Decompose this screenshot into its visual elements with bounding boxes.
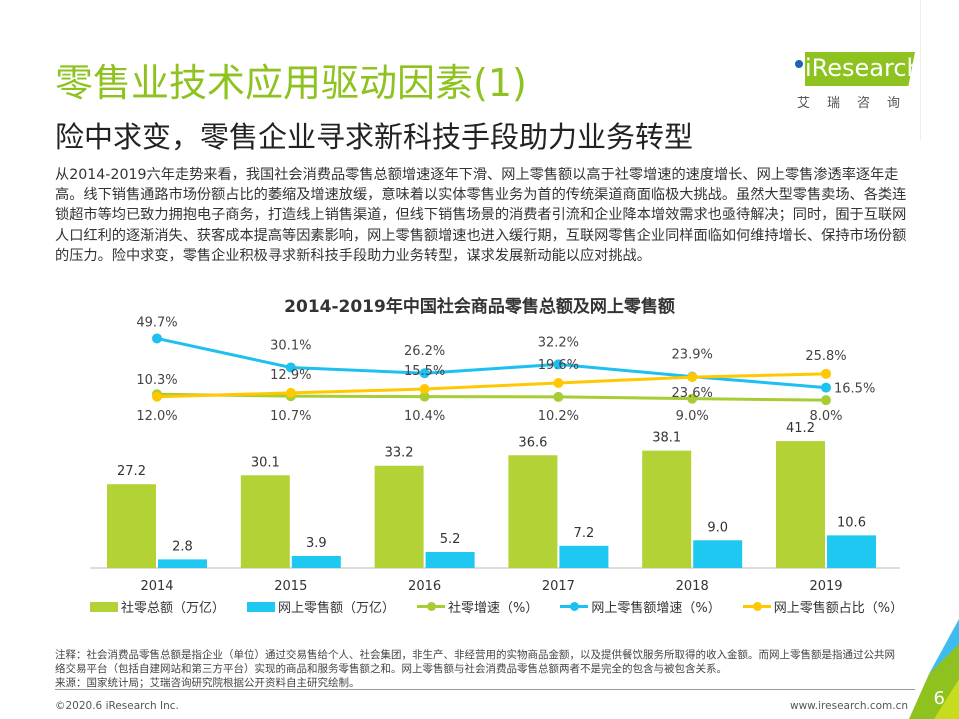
corner-decoration [909,619,959,719]
line-series [156,392,827,402]
bar-online [425,551,475,568]
legend-swatch [560,602,589,611]
footnote: 注释：社会消费品零售总额是指企业（单位）通过交易售给个人、社会集团，非生产、非经… [55,648,900,690]
bar-data-label: 30.1 [251,455,280,470]
line-data-label: 19.6% [538,358,579,373]
legend-swatch [247,601,276,612]
bar-data-label: 10.6 [837,515,866,530]
bar-total [374,465,424,568]
legend-label: 网上零售额增速（%） [591,601,721,616]
bar-data-label: 9.0 [707,520,728,535]
note-text: 注释：社会消费品零售总额是指企业（单位）通过交易售给个人、社会集团，非生产、非经… [55,649,895,675]
line-data-label: 10.2% [538,409,579,424]
logo-text: iResearch [805,54,922,82]
bar-data-label: 38.1 [652,431,681,446]
x-tick-label: 2016 [408,579,441,594]
page-subtitle: 险中求变，零售企业寻求新科技手段助力业务转型 [55,120,694,154]
x-tick-label: 2017 [542,579,575,594]
line-point [553,391,564,402]
bar-data-label: 41.2 [786,421,815,436]
legend-swatch [417,602,446,611]
line-point [821,382,831,393]
bar-total [508,455,558,568]
line-data-label: 10.7% [270,409,311,424]
x-tick-label: 2018 [676,579,709,594]
line-point [821,395,831,406]
line-point [687,372,698,383]
line-data-label: 16.5% [834,382,875,397]
legend-label: 网上零售额（万亿） [278,601,396,616]
divider [920,0,921,140]
line-point [152,391,162,402]
body-text: 从2014-2019六年走势来看，我国社会消费品零售总额增速逐年下滑、网上零售额… [55,167,907,264]
bar-online [291,555,341,568]
line-point [553,377,564,388]
footer-rule [55,689,915,690]
legend-label: 社零总额（万亿） [121,601,226,616]
logo-cn: 艾瑞咨询 [797,96,918,111]
legend-item: 社零总额（万亿） [90,597,225,616]
website-url: www.iresearch.com.cn [790,700,909,712]
bar-data-label: 2.8 [172,539,193,554]
line-point [419,384,430,395]
line-data-label: 10.3% [136,373,177,388]
bar-data-label: 5.2 [440,532,461,547]
line-point [553,359,564,370]
legend-swatch [742,602,771,611]
line-data-label: 26.2% [404,344,445,359]
line-data-label: 25.8% [805,349,846,364]
source-text: 来源：国家统计局；艾瑞咨询研究院根据公开资料自主研究绘制。 [55,677,360,689]
line-data-label: 15.5% [404,364,445,379]
line-data-label: 30.1% [270,338,311,353]
bar-data-label: 33.2 [385,446,414,461]
line-point [285,362,296,373]
page-number: 6 [933,688,945,709]
line-data-label: 9.0% [676,409,709,424]
line-point [419,368,430,379]
line-data-label: 32.2% [538,335,579,350]
x-tick-label: 2015 [274,579,307,594]
legend-item: 网上零售额增速（%） [560,597,721,616]
x-tick-label: 2014 [140,579,173,594]
x-tick-label: 2019 [809,579,842,594]
line-data-label: 12.9% [270,368,311,383]
line-point [687,393,698,404]
bar-data-label: 36.6 [518,435,547,450]
legend-label: 社零增速（%） [448,601,539,616]
bar-data-label: 27.2 [117,464,146,479]
line-point [285,387,296,398]
line-series [156,372,827,399]
line-data-label: 12.0% [136,409,177,424]
legend: 社零总额（万亿） 网上零售额（万亿） 社零增速（%） 网上零售额增速（%） 网上零售额占… [90,597,903,616]
line-data-label: 8.0% [809,409,842,424]
line-data-label: 23.6% [672,386,713,401]
chart-title: 2014-2019年中国社会商品零售总额及网上零售额 [284,297,675,317]
copyright: ©2020.6 iResearch Inc. [55,700,179,712]
bar-online [827,535,876,568]
legend-swatch [90,601,118,612]
page-title: 零售业技术应用驱动因素(1) [55,61,527,105]
legend-item: 网上零售额（万亿） [247,597,395,616]
bar-online [559,545,609,568]
legend-item: 社零增速（%） [417,597,538,616]
bar-online [693,540,743,568]
line-data-label: 23.9% [672,348,713,363]
line-data-label: 49.7% [136,315,177,330]
bar-total [107,484,156,568]
line-point [152,333,162,344]
line-point [821,368,831,379]
line-point [419,391,430,402]
bar-total [642,450,692,568]
line-series [156,336,827,390]
bar-total [240,475,290,568]
legend-label: 网上零售额占比（%） [773,601,904,616]
legend-item: 网上零售额占比（%） [742,597,904,616]
bar-data-label: 7.2 [574,526,595,541]
bar-data-label: 3.9 [306,536,327,551]
bar-total [776,441,825,568]
bar-online [158,559,207,568]
line-data-label: 10.4% [404,409,445,424]
